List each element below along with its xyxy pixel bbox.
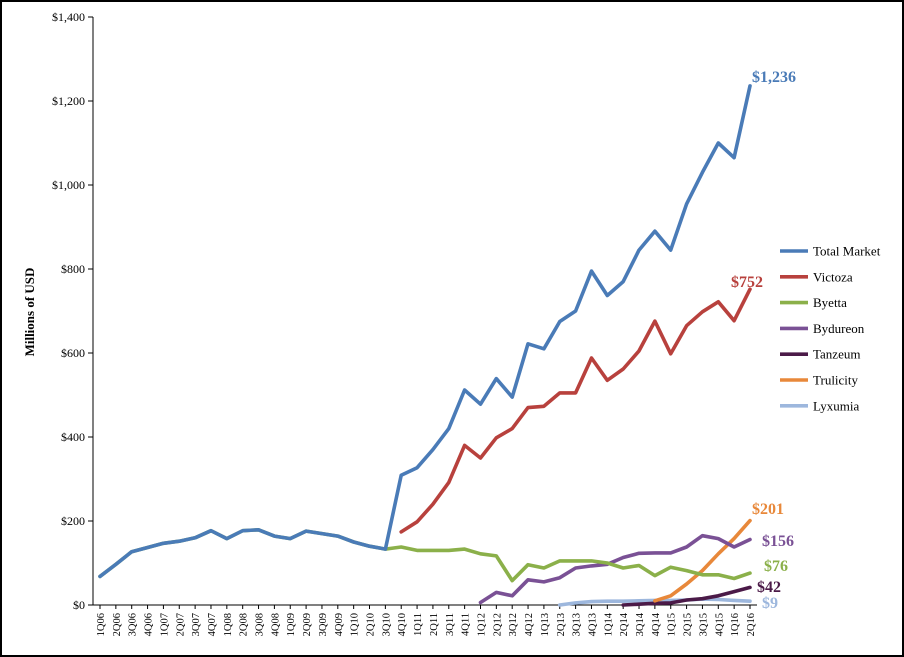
series-line-trulicity xyxy=(653,518,752,603)
series-line-total-market xyxy=(98,84,752,579)
x-tick-label: 4Q11 xyxy=(461,613,472,636)
series-lines xyxy=(98,84,752,607)
y-axis-label: Millions of USD xyxy=(22,268,37,357)
x-tick-label: 4Q13 xyxy=(587,613,598,636)
x-tick-label: 4Q10 xyxy=(397,613,408,636)
x-tick-label: 1Q13 xyxy=(540,613,551,636)
x-tick-label: 2Q06 xyxy=(112,613,123,636)
x-tick-label: 4Q14 xyxy=(651,612,662,636)
end-label-bydureon: $156 xyxy=(762,533,794,550)
x-tick-label: 2Q11 xyxy=(429,613,440,636)
x-tick-label: 3Q15 xyxy=(698,613,709,636)
end-label-victoza: $752 xyxy=(731,274,763,291)
x-tick-label: 1Q12 xyxy=(476,613,487,636)
legend-label-tanzeum: Tanzeum xyxy=(813,347,860,362)
y-tick-label: $1,400 xyxy=(52,10,85,24)
y-tick-label: $800 xyxy=(61,262,85,276)
x-tick-label: 3Q06 xyxy=(128,613,139,636)
legend-label-victoza: Victoza xyxy=(813,269,853,284)
x-tick-label: 1Q06 xyxy=(96,613,107,636)
y-tick-label: $1,200 xyxy=(52,94,85,108)
x-tick-label: 3Q13 xyxy=(572,613,583,636)
x-tick-label: 4Q15 xyxy=(714,613,725,636)
x-tick-label: 3Q11 xyxy=(445,613,456,636)
legend: Total Market Victoza Byetta Bydureon Tanzeum… xyxy=(780,244,881,413)
x-tick-label: 2Q09 xyxy=(302,613,313,636)
x-tick-label: 1Q16 xyxy=(730,613,741,636)
x-tick-label: 3Q14 xyxy=(635,612,646,636)
legend-label-byetta: Byetta xyxy=(813,295,847,310)
x-tick-label: 4Q08 xyxy=(270,613,281,636)
x-tick-label: 3Q08 xyxy=(255,613,266,636)
x-tick-label: 2Q13 xyxy=(556,613,567,636)
x-tick-label: 1Q10 xyxy=(350,613,361,636)
series-line-victoza xyxy=(399,287,752,534)
end-label-tanzeum: $42 xyxy=(757,579,781,596)
legend-label-trulicity: Trulicity xyxy=(813,373,859,388)
x-tick-label: 4Q07 xyxy=(207,613,218,636)
x-tick-label: 2Q16 xyxy=(746,613,757,636)
x-tick-label: 2Q15 xyxy=(683,613,694,636)
end-label-total-market: $1,236 xyxy=(752,69,796,86)
x-tick-label: 1Q07 xyxy=(159,613,170,636)
x-tick-label: 1Q14 xyxy=(603,612,614,636)
x-tick-label: 4Q12 xyxy=(524,613,535,636)
end-label-byetta: $76 xyxy=(764,558,788,575)
legend-label-lyxumia: Lyxumia xyxy=(813,398,859,413)
end-label-lyxumia: $9 xyxy=(762,595,778,612)
y-tick-label: $400 xyxy=(61,430,85,444)
series-line-bydureon xyxy=(478,533,752,605)
x-tick-label: 2Q10 xyxy=(366,613,377,636)
legend-label-bydureon: Bydureon xyxy=(813,321,865,336)
x-tick-label: 4Q09 xyxy=(334,613,345,636)
axes: $0 $200 $400 $600 $800 $1,000 $1,200 $1,400 1Q06… xyxy=(52,10,757,636)
end-labels: $9$42 $201 $156 $76 $752 $1,236 xyxy=(731,69,796,612)
legend-label-total-market: Total Market xyxy=(813,244,881,259)
x-tick-label: 1Q09 xyxy=(286,613,297,636)
x-tick-label: 3Q12 xyxy=(508,613,519,636)
x-tick-label: 3Q09 xyxy=(318,613,329,636)
y-tick-label: $0 xyxy=(73,598,85,612)
x-tick-label: 2Q08 xyxy=(239,613,250,636)
y-tick-label: $1,000 xyxy=(52,178,85,192)
x-tick-label: 1Q11 xyxy=(413,613,424,636)
x-tick-label: 3Q10 xyxy=(381,613,392,636)
x-tick-label: 2Q14 xyxy=(619,612,630,636)
x-tick-label: 2Q07 xyxy=(175,613,186,636)
y-tick-label: $200 xyxy=(61,514,85,528)
x-tick-label: 2Q12 xyxy=(492,613,503,636)
series-line-tanzeum xyxy=(621,585,752,607)
y-tick-label: $600 xyxy=(61,346,85,360)
x-tick-label: 3Q07 xyxy=(191,613,202,636)
end-label-trulicity: $201 xyxy=(752,501,784,518)
x-tick-label: 1Q15 xyxy=(667,613,678,636)
x-tick-label: 1Q08 xyxy=(223,613,234,636)
x-tick-label: 4Q06 xyxy=(144,613,155,636)
